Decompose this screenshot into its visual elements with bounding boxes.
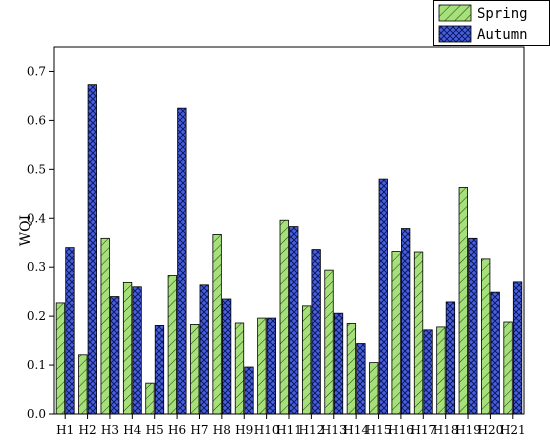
autumn-bar <box>333 312 344 415</box>
spring-bar <box>346 323 357 415</box>
autumn-legend-label: Autumn <box>477 27 528 43</box>
x-tick-label: H8 <box>213 423 231 437</box>
autumn-bar <box>378 178 388 415</box>
spring-bar <box>413 251 424 415</box>
autumn-legend-swatch <box>438 25 472 43</box>
spring-bar <box>190 324 200 415</box>
spring-bar <box>481 258 491 415</box>
spring-bar <box>167 275 177 415</box>
x-tick-label: H6 <box>168 423 186 437</box>
spring-bar <box>391 251 401 415</box>
spring-bar <box>212 234 222 415</box>
spring-bar <box>458 187 468 415</box>
legend: Spring Autumn <box>433 0 550 46</box>
x-tick-label: H18 <box>433 423 459 437</box>
spring-legend-swatch <box>438 4 472 22</box>
x-tick-label: H17 <box>410 423 436 437</box>
spring-bar <box>145 382 155 415</box>
autumn-bar <box>401 228 411 415</box>
autumn-bar <box>468 237 478 415</box>
autumn-bar <box>87 84 97 415</box>
autumn-bar <box>490 291 500 415</box>
axes: 0.0 0.1 0.2 0.3 0.4 0.5 0.6 0.7 WQI H1 H2 H3 H4 H5 H6 H… <box>18 46 526 437</box>
autumn-bar <box>177 107 187 415</box>
y-tick-label: 0.1 <box>27 358 46 372</box>
spring-bar <box>100 237 110 415</box>
x-tick-label: H21 <box>500 423 526 437</box>
x-tick-label: H9 <box>235 423 253 437</box>
spring-bar <box>324 269 334 415</box>
spring-bar <box>436 326 446 415</box>
spring-bar <box>301 305 312 415</box>
x-tick-label: H2 <box>79 423 97 437</box>
spring-bar <box>369 362 379 415</box>
y-axis-title: WQI <box>18 215 34 246</box>
autumn-bar <box>445 301 456 415</box>
y-tick-label: 0.0 <box>27 407 46 421</box>
spring-bar <box>234 322 245 415</box>
x-tick-label: H7 <box>190 423 208 437</box>
spring-bar <box>257 317 267 415</box>
y-tick-label: 0.7 <box>27 64 46 78</box>
x-tick-label: H19 <box>455 423 481 437</box>
x-tick-label: H5 <box>146 423 164 437</box>
y-tick-label: 0.6 <box>27 113 46 127</box>
x-tick-label: H11 <box>276 423 302 437</box>
autumn-bar <box>311 249 321 415</box>
spring-bar <box>279 219 289 415</box>
autumn-bar <box>512 281 523 415</box>
autumn-bar <box>199 284 209 415</box>
x-tick-label: H13 <box>321 423 347 437</box>
x-tick-label: H10 <box>254 423 280 437</box>
autumn-bar <box>221 298 232 415</box>
spring-legend-label: Spring <box>477 6 528 22</box>
spring-bar <box>78 354 88 415</box>
x-tick-label: H15 <box>366 423 392 437</box>
x-tick-label: H4 <box>123 423 141 437</box>
y-tick-label: 0.5 <box>27 162 46 176</box>
x-tick-label: H3 <box>101 423 119 437</box>
x-tick-label: H14 <box>343 423 369 437</box>
spring-bar <box>55 302 66 415</box>
autumn-bar <box>289 226 299 415</box>
x-tick-label: H20 <box>478 423 504 437</box>
autumn-bar <box>266 317 277 415</box>
y-tick-label: 0.4 <box>27 211 46 225</box>
y-tick-label: 0.2 <box>27 309 46 323</box>
autumn-bar <box>423 329 433 415</box>
spring-bar <box>503 321 513 415</box>
autumn-bar <box>154 325 165 415</box>
x-tick-label: H16 <box>388 423 414 437</box>
autumn-bar <box>65 247 75 415</box>
x-tick-label: H12 <box>299 423 325 437</box>
autumn-bar <box>356 343 366 415</box>
y-tick-label: 0.3 <box>27 260 46 274</box>
x-tick-label: H1 <box>56 423 74 437</box>
autumn-bar <box>110 296 120 415</box>
spring-bar <box>122 281 133 415</box>
autumn-bar <box>244 366 254 415</box>
plot-area <box>55 84 523 415</box>
autumn-bar <box>132 286 142 415</box>
